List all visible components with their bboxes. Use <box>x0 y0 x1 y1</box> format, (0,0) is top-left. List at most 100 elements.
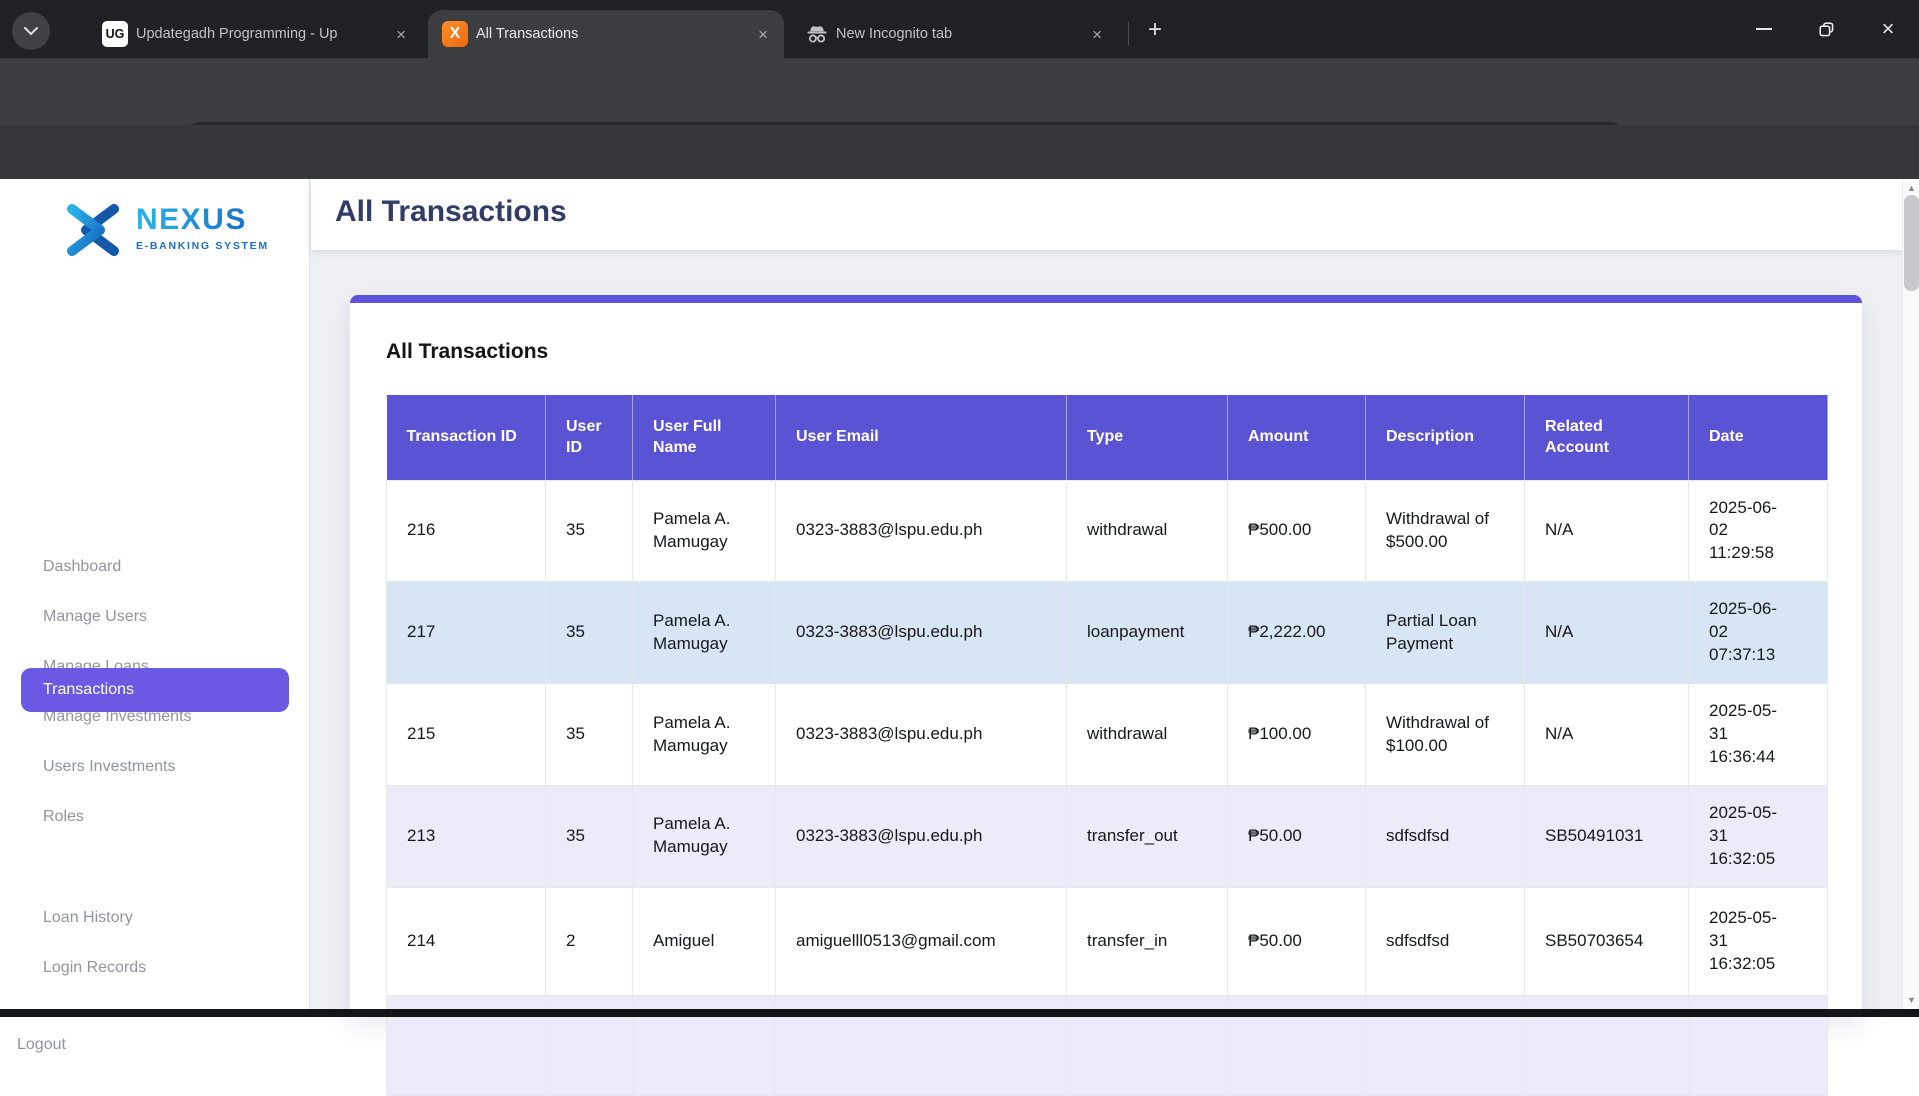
column-header-date: Date <box>1689 395 1828 480</box>
column-header-description: Description <box>1366 395 1525 480</box>
tab-close-icon[interactable]: × <box>1086 24 1108 45</box>
column-header-type: Type <box>1067 395 1228 480</box>
bookmarks-bar: All Bookmarks <box>0 125 1919 179</box>
card-accent-bar <box>350 295 1862 303</box>
cell-amount: ₱100.00 <box>1228 684 1366 786</box>
cell-description: sdfsdfsd <box>1366 785 1525 887</box>
sidebar-item-logout[interactable]: Logout <box>17 1030 247 1060</box>
column-header-user-email: User Email <box>776 395 1067 480</box>
sidebar-item-loan-history[interactable]: Loan History <box>43 903 273 933</box>
column-header-related-account: Related Account <box>1525 395 1689 480</box>
card-title: All Transactions <box>386 340 548 364</box>
tab-title: New Incognito tab <box>836 26 1078 42</box>
tab-divider <box>1128 22 1129 46</box>
cell-user-full-name: Pamela A. Mamugay <box>633 582 776 684</box>
column-header-transaction-id: Transaction ID <box>387 395 546 480</box>
cell-amount: ₱50.00 <box>1228 887 1366 995</box>
cell-date: 2025-05-31 16:32:05 <box>1689 887 1828 995</box>
vertical-scrollbar[interactable]: ▲ ▼ <box>1902 179 1919 1009</box>
tab-close-icon[interactable]: × <box>752 24 774 45</box>
tab-title: All Transactions <box>476 26 744 42</box>
window-minimize-button[interactable] <box>1733 0 1795 58</box>
transactions-table: Transaction ID User ID User Full Name Us… <box>386 395 1828 1096</box>
cell-related-account: N/A <box>1525 582 1689 684</box>
cell-user-id: 2 <box>546 887 633 995</box>
window-controls: × <box>1733 0 1919 58</box>
updategadh-favicon-icon: UG <box>102 21 128 47</box>
cell-amount: ₱500.00 <box>1228 480 1366 582</box>
cell-related-account: SB50491031 <box>1525 785 1689 887</box>
chevron-down-icon <box>24 27 38 36</box>
xampp-favicon-icon: X <box>442 21 468 47</box>
scrollbar-thumb[interactable] <box>1904 195 1919 291</box>
tab-close-icon[interactable]: × <box>390 24 412 45</box>
cell-type: withdrawal <box>1067 684 1228 786</box>
cell-user-full-name: Pamela A. Mamugay <box>633 480 776 582</box>
cell-date: 2025-06-02 07:37:13 <box>1689 582 1828 684</box>
table-row[interactable]: 217 35 Pamela A. Mamugay 0323-3883@lspu.… <box>387 582 1828 684</box>
sidebar-item-transactions-active[interactable]: Transactions <box>21 668 289 712</box>
sidebar-item-manage-users[interactable]: Manage Users <box>43 602 273 632</box>
cell-user-id: 35 <box>546 480 633 582</box>
sidebar: NEXUS E-BANKING SYSTEM Dashboard Manage … <box>0 179 310 1017</box>
cell-user-email: 0323-3883@lspu.edu.ph <box>776 785 1067 887</box>
column-header-user-id: User ID <box>546 395 633 480</box>
cell-type: transfer_in <box>1067 887 1228 995</box>
brand-tagline: E-BANKING SYSTEM <box>136 240 269 252</box>
cell-transaction-id: 214 <box>387 887 546 995</box>
cell-type: transfer_out <box>1067 785 1228 887</box>
cell-transaction-id: 216 <box>387 480 546 582</box>
restore-icon <box>1819 22 1834 37</box>
sidebar-item-roles[interactable]: Roles <box>43 802 273 832</box>
sidebar-item-login-records[interactable]: Login Records <box>43 953 273 983</box>
table-row[interactable]: 215 35 Pamela A. Mamugay 0323-3883@lspu.… <box>387 684 1828 786</box>
cell-user-email: amiguelll0513@gmail.com <box>776 887 1067 995</box>
cell-user-email: 0323-3883@lspu.edu.ph <box>776 684 1067 786</box>
cell-user-email: 0323-3883@lspu.edu.ph <box>776 480 1067 582</box>
cell-related-account: SB50703654 <box>1525 887 1689 995</box>
tab-title: Updategadh Programming - Up <box>136 26 382 42</box>
tab-new-incognito[interactable]: New Incognito tab × <box>792 10 1118 58</box>
cell-transaction-id: 215 <box>387 684 546 786</box>
browser-toolbar: ← → localhost/t/Nexus-Banksystem/admin/a… <box>0 58 1919 125</box>
cell-transaction-id: 217 <box>387 582 546 684</box>
page-header: All Transactions <box>311 179 1903 250</box>
scroll-up-icon[interactable]: ▲ <box>1903 183 1919 193</box>
table-row[interactable]: 216 35 Pamela A. Mamugay 0323-3883@lspu.… <box>387 480 1828 582</box>
cell-user-full-name: Amiguel <box>633 887 776 995</box>
cell-transaction-id: 213 <box>387 785 546 887</box>
cell-date: 2025-06-02 11:29:58 <box>1689 480 1828 582</box>
cell-user-id: 35 <box>546 785 633 887</box>
cell-date: 2025-05-31 16:36:44 <box>1689 684 1828 786</box>
cell-amount: ₱2,222.00 <box>1228 582 1366 684</box>
sidebar-item-dashboard[interactable]: Dashboard <box>43 552 273 582</box>
cell-user-email: 0323-3883@lspu.edu.ph <box>776 582 1067 684</box>
transactions-card: All Transactions Transaction ID User ID … <box>350 295 1862 1017</box>
cell-description: Withdrawal of $100.00 <box>1366 684 1525 786</box>
cell-user-id: 35 <box>546 684 633 786</box>
nexus-logo-icon <box>62 203 124 257</box>
nexus-logo: NEXUS E-BANKING SYSTEM <box>62 203 269 257</box>
cell-description: Withdrawal of $500.00 <box>1366 480 1525 582</box>
table-row[interactable]: 214 2 Amiguel amiguelll0513@gmail.com tr… <box>387 887 1828 995</box>
new-tab-button[interactable]: + <box>1140 15 1170 45</box>
cell-type: loanpayment <box>1067 582 1228 684</box>
table-row[interactable]: 213 35 Pamela A. Mamugay 0323-3883@lspu.… <box>387 785 1828 887</box>
column-header-user-full-name: User Full Name <box>633 395 776 480</box>
tab-search-button[interactable] <box>12 12 50 50</box>
window-close-button[interactable]: × <box>1857 0 1919 58</box>
tab-all-transactions[interactable]: X All Transactions × <box>428 10 784 58</box>
sidebar-item-users-investments[interactable]: Users Investments <box>43 752 273 782</box>
cell-user-full-name: Pamela A. Mamugay <box>633 684 776 786</box>
cell-related-account: N/A <box>1525 684 1689 786</box>
cell-description: Partial Loan Payment <box>1366 582 1525 684</box>
tab-updategadh[interactable]: UG Updategadh Programming - Up × <box>88 10 422 58</box>
scroll-down-icon[interactable]: ▼ <box>1903 995 1919 1005</box>
cell-amount: ₱50.00 <box>1228 785 1366 887</box>
window-restore-button[interactable] <box>1795 0 1857 58</box>
brand-name: NEXUS <box>136 203 269 237</box>
taskbar-strip <box>0 1009 1919 1017</box>
cell-type: withdrawal <box>1067 480 1228 582</box>
table-header-row: Transaction ID User ID User Full Name Us… <box>387 395 1828 480</box>
incognito-icon <box>806 24 828 44</box>
